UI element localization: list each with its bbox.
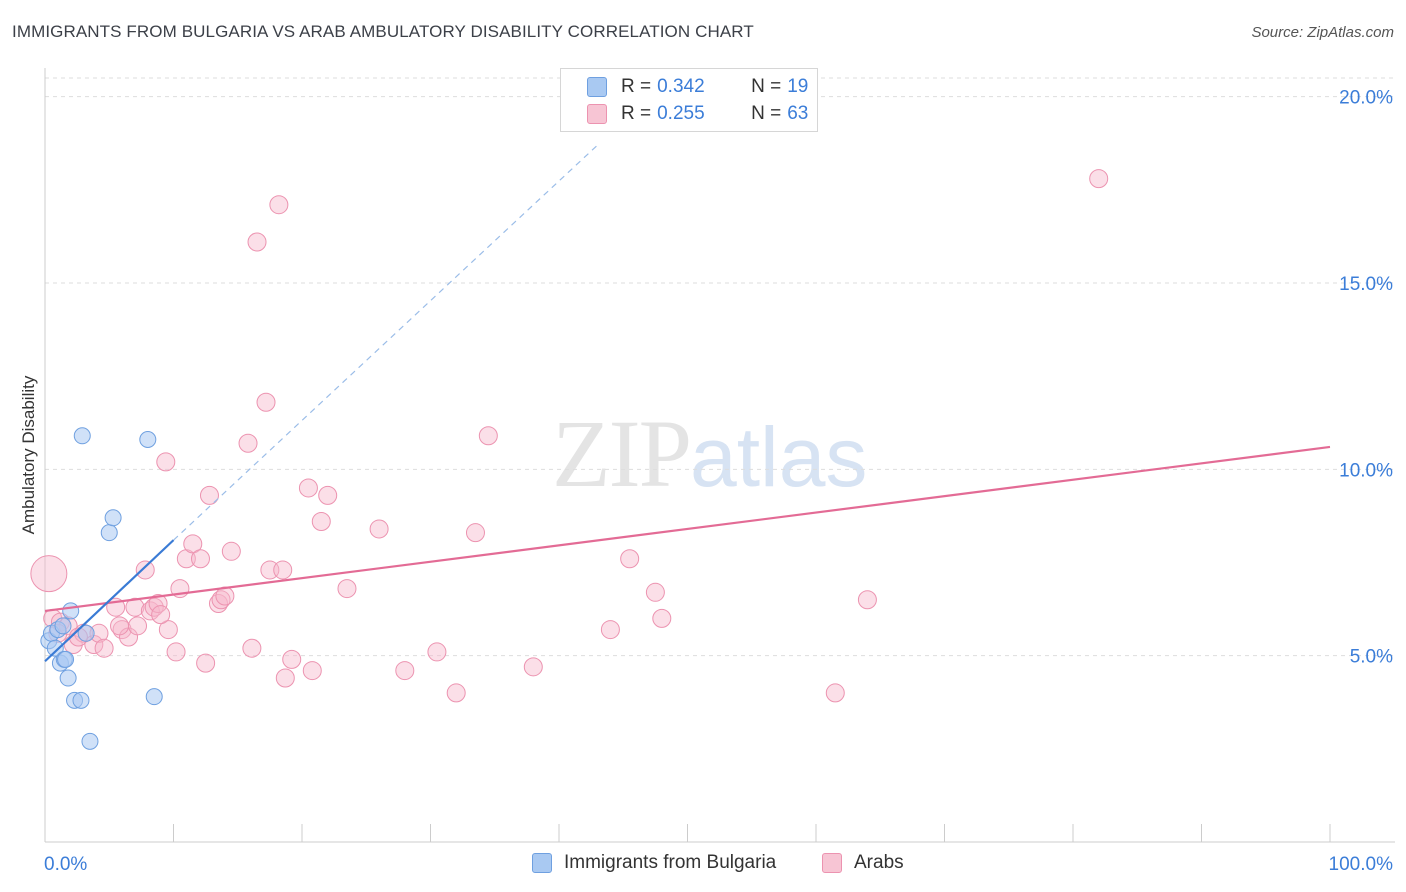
legend-r-label: R = bbox=[621, 103, 652, 124]
bulgaria-point bbox=[59, 669, 77, 687]
bottom-legend-swatch-arabs bbox=[822, 853, 842, 873]
arabs-point bbox=[140, 601, 160, 621]
legend-n-value-bulgaria: 19 bbox=[787, 76, 809, 97]
arabs-point bbox=[30, 555, 68, 593]
arabs-point bbox=[242, 638, 262, 658]
bulgaria-point bbox=[145, 688, 163, 706]
bulgaria-point bbox=[73, 427, 91, 445]
source-label: Source: ZipAtlas.com bbox=[1251, 24, 1394, 41]
arabs-point bbox=[112, 620, 132, 640]
legend-r-value-bulgaria: 0.342 bbox=[657, 76, 705, 97]
bulgaria-point bbox=[54, 617, 72, 635]
bottom-legend-label-bulgaria: Immigrants from Bulgaria bbox=[564, 852, 777, 873]
legend-swatch-bulgaria bbox=[587, 77, 607, 97]
bulgaria-point bbox=[81, 732, 99, 750]
arabs-point bbox=[110, 616, 130, 636]
arabs-point bbox=[273, 560, 293, 580]
arabs-point bbox=[282, 649, 302, 669]
arabs-point bbox=[135, 560, 155, 580]
legend-r-value-arabs: 0.255 bbox=[657, 103, 705, 124]
arabs-trendline bbox=[44, 445, 1331, 613]
arabs-point bbox=[144, 597, 164, 617]
x-tick-label: 0.0% bbox=[44, 854, 87, 875]
arabs-point bbox=[600, 620, 620, 640]
legend-n-value-arabs: 63 bbox=[787, 103, 809, 124]
arabs-point bbox=[128, 616, 148, 636]
arabs-point bbox=[190, 549, 210, 569]
watermark: ZIPatlas bbox=[552, 398, 867, 509]
arabs-point bbox=[337, 579, 357, 599]
legend-n-label: N = bbox=[751, 76, 782, 97]
arabs-point bbox=[302, 661, 322, 681]
bulgaria-point bbox=[100, 524, 118, 542]
arabs-point bbox=[238, 433, 258, 453]
arabs-point bbox=[857, 590, 877, 610]
bulgaria-point bbox=[77, 624, 95, 642]
arabs-point bbox=[446, 683, 466, 703]
y-tick-label: 10.0% bbox=[1339, 460, 1393, 481]
arabs-point bbox=[183, 534, 203, 554]
legend-row-bulgaria: R = 0.342 N = 19 bbox=[587, 74, 808, 100]
arabs-point bbox=[369, 519, 389, 539]
y-tick-label: 15.0% bbox=[1339, 274, 1393, 295]
arabs-point bbox=[148, 593, 168, 613]
legend-row-arabs: R = 0.255 N = 63 bbox=[587, 101, 808, 127]
arabs-point bbox=[125, 597, 145, 617]
arabs-point bbox=[208, 593, 228, 613]
arabs-point bbox=[652, 608, 672, 628]
x-tick-label: 100.0% bbox=[1329, 854, 1394, 875]
bulgaria-point bbox=[72, 691, 90, 709]
bulgaria-point bbox=[104, 509, 122, 527]
watermark-atlas: atlas bbox=[690, 410, 868, 504]
bottom-legend-bulgaria: Immigrants from Bulgaria bbox=[532, 852, 776, 874]
bulgaria-point bbox=[62, 602, 80, 620]
arabs-point bbox=[1089, 169, 1109, 189]
arabs-point bbox=[151, 605, 171, 625]
arabs-point bbox=[256, 392, 276, 412]
arabs-point bbox=[199, 485, 219, 505]
arabs-point bbox=[156, 452, 176, 472]
legend: R = 0.342 N = 19 R = 0.255 N = 63 bbox=[560, 68, 818, 132]
y-tick-label: 20.0% bbox=[1339, 88, 1393, 109]
bottom-legend-arabs: Arabs bbox=[822, 852, 904, 874]
arabs-point bbox=[166, 642, 186, 662]
arabs-point bbox=[311, 511, 331, 531]
arabs-point bbox=[318, 485, 338, 505]
arabs-point bbox=[523, 657, 543, 677]
bottom-legend-swatch-bulgaria bbox=[532, 853, 552, 873]
arabs-point bbox=[465, 523, 485, 543]
legend-n-label: N = bbox=[751, 103, 782, 124]
y-tick-label: 5.0% bbox=[1350, 647, 1393, 668]
legend-swatch-arabs bbox=[587, 104, 607, 124]
bottom-legend-label-arabs: Arabs bbox=[854, 852, 904, 873]
y-axis-label: Ambulatory Disability bbox=[19, 375, 38, 534]
arabs-point bbox=[825, 683, 845, 703]
arabs-point bbox=[275, 668, 295, 688]
bottom-legend: Immigrants from Bulgaria Arabs bbox=[0, 852, 1406, 878]
chart-title: IMMIGRANTS FROM BULGARIA VS ARAB AMBULAT… bbox=[12, 22, 754, 41]
arabs-point bbox=[427, 642, 447, 662]
arabs-point bbox=[298, 478, 318, 498]
arabs-point bbox=[158, 620, 178, 640]
bulgaria-point bbox=[46, 639, 64, 657]
arabs-point bbox=[395, 661, 415, 681]
arabs-point bbox=[221, 541, 241, 561]
watermark-zip: ZIP bbox=[552, 400, 692, 507]
arabs-point bbox=[645, 582, 665, 602]
bulgaria-trendline-extension bbox=[173, 144, 598, 541]
legend-r-label: R = bbox=[621, 76, 652, 97]
arabs-point bbox=[196, 653, 216, 673]
arabs-point bbox=[620, 549, 640, 569]
arabs-point bbox=[478, 426, 498, 446]
arabs-point bbox=[269, 195, 289, 215]
arabs-point bbox=[94, 638, 114, 658]
bulgaria-point bbox=[57, 650, 75, 668]
bulgaria-trendline bbox=[44, 539, 175, 663]
arabs-point bbox=[247, 232, 267, 252]
bulgaria-point bbox=[139, 431, 157, 449]
arabs-point bbox=[211, 590, 231, 610]
